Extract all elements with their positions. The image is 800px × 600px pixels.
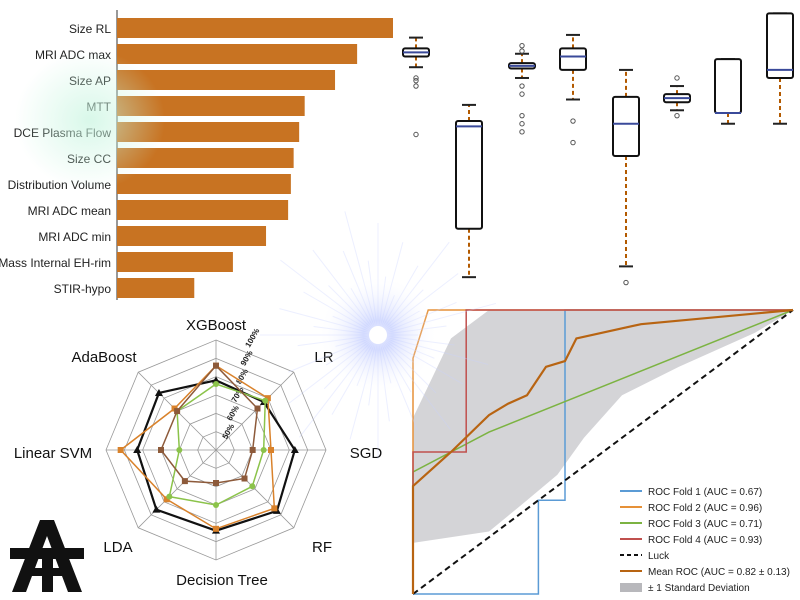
box-1 xyxy=(455,103,483,279)
roc-curve-chart: ROC Fold 1 (AUC = 0.67) ROC Fold 2 (AUC =… xyxy=(411,308,794,595)
radar-marker-2-6 xyxy=(176,447,183,453)
roc-legend-label-0: ROC Fold 1 (AUC = 0.67) xyxy=(648,487,762,498)
bar-label-7: MRI ADC mean xyxy=(28,204,111,218)
box-outlier-0-2 xyxy=(413,83,419,89)
box-outlier-2-5 xyxy=(519,121,525,127)
roc-legend-label-5: Mean ROC (AUC = 0.82 ± 0.13) xyxy=(648,567,790,578)
radar-marker-0-5 xyxy=(152,505,161,513)
box-outlier-5-1 xyxy=(674,112,680,119)
box-2 xyxy=(508,42,536,135)
score-boxplot xyxy=(402,12,794,286)
radar-marker-3-3 xyxy=(241,475,248,482)
box-outlier-0-0 xyxy=(413,75,419,81)
bar-7 xyxy=(117,200,289,220)
radar-marker-3-5 xyxy=(181,478,188,485)
radar-tick-1: 60% xyxy=(225,404,241,422)
radar-marker-0-6 xyxy=(133,446,142,453)
bar-8 xyxy=(117,226,267,246)
box-body-4 xyxy=(612,95,640,158)
box-outlier-2-1 xyxy=(519,48,525,54)
bar-10 xyxy=(117,278,195,298)
box-outlier-2-3 xyxy=(519,91,525,97)
box-5 xyxy=(663,75,691,119)
box-7 xyxy=(766,12,794,125)
box-outlier-0-1 xyxy=(413,77,419,84)
box-outlier-2-4 xyxy=(519,112,525,119)
bar-5 xyxy=(117,148,294,168)
radar-marker-1-2 xyxy=(268,447,274,453)
radar-axis-label-2: SGD xyxy=(350,445,383,462)
bar-1 xyxy=(117,44,358,64)
radar-axis-label-4: Decision Tree xyxy=(176,572,268,589)
roc-legend-swatch-6 xyxy=(620,583,642,592)
lens-flare-center xyxy=(369,326,387,344)
bar-label-9: Mass Internal EH-rim xyxy=(0,256,111,270)
radar-marker-2-1 xyxy=(262,397,269,404)
radar-marker-3-7 xyxy=(174,408,181,415)
logo-icon: AT xyxy=(10,520,84,592)
bar-label-8: MRI ADC min xyxy=(38,230,111,244)
bar-6 xyxy=(117,174,291,194)
box-body-6 xyxy=(714,58,742,114)
box-outlier-2-2 xyxy=(519,83,525,89)
bar-2 xyxy=(117,70,336,90)
box-0 xyxy=(402,36,430,138)
roc-std-band xyxy=(413,310,793,543)
box-body-3 xyxy=(559,47,587,71)
radar-marker-3-1 xyxy=(254,405,261,412)
box-body-1 xyxy=(455,120,483,230)
bar-0 xyxy=(117,18,393,38)
radar-marker-1-4 xyxy=(213,525,219,532)
box-6 xyxy=(714,58,742,125)
radar-marker-3-2 xyxy=(249,447,256,453)
bar-label-0: Size RL xyxy=(69,22,111,36)
radar-marker-2-2 xyxy=(260,447,267,453)
radar-marker-2-5 xyxy=(166,493,173,500)
radar-marker-1-5 xyxy=(163,496,170,503)
radar-marker-2-0 xyxy=(213,381,219,387)
roc-legend-label-6: ± 1 Standard Deviation xyxy=(648,583,750,594)
roc-legend-label-1: ROC Fold 2 (AUC = 0.96) xyxy=(648,503,762,514)
box-outlier-0-3 xyxy=(413,131,419,138)
box-outlier-3-0 xyxy=(570,118,576,124)
radar-marker-1-3 xyxy=(271,505,278,512)
radar-marker-3-0 xyxy=(213,362,219,369)
box-outlier-4-0 xyxy=(623,279,629,286)
radar-axis-label-0: XGBoost xyxy=(186,317,247,334)
radar-spoke-3 xyxy=(215,449,295,529)
box-body-7 xyxy=(766,12,794,79)
bar-label-10: STIR-hypo xyxy=(54,282,112,296)
radar-marker-3-4 xyxy=(213,480,219,486)
roc-legend-label-3: ROC Fold 4 (AUC = 0.93) xyxy=(648,535,762,546)
radar-spoke-5 xyxy=(137,449,217,529)
radar-marker-0-7 xyxy=(154,388,163,396)
radar-marker-2-3 xyxy=(249,483,256,490)
box-4 xyxy=(612,68,640,286)
roc-line-luck xyxy=(412,309,794,595)
roc-legend-label-4: Luck xyxy=(648,551,670,562)
bar-9 xyxy=(117,252,233,272)
radar-axis-label-6: Linear SVM xyxy=(14,445,92,462)
radar-axis-label-3: RF xyxy=(312,539,332,556)
radar-marker-0-0 xyxy=(212,376,220,384)
box-outlier-2-6 xyxy=(519,129,525,135)
radar-axis-label-7: AdaBoost xyxy=(71,349,137,366)
radar-marker-1-1 xyxy=(264,395,271,402)
roc-line-mean xyxy=(411,308,794,594)
box-outlier-3-1 xyxy=(570,139,576,146)
box-outlier-5-0 xyxy=(674,75,680,81)
radar-marker-2-4 xyxy=(213,502,219,508)
box-outlier-2-0 xyxy=(519,42,525,49)
radar-marker-0-2 xyxy=(290,446,299,453)
radar-marker-3-6 xyxy=(158,447,164,453)
radar-axis-label-5: LDA xyxy=(103,539,132,556)
radar-tick-5: 100% xyxy=(243,327,261,349)
lens-flare-glow xyxy=(15,50,165,190)
radar-marker-1-6 xyxy=(117,447,124,453)
box-3 xyxy=(559,33,587,146)
radar-tick-4: 90% xyxy=(239,349,255,367)
roc-legend-label-2: ROC Fold 3 (AUC = 0.71) xyxy=(648,519,762,530)
